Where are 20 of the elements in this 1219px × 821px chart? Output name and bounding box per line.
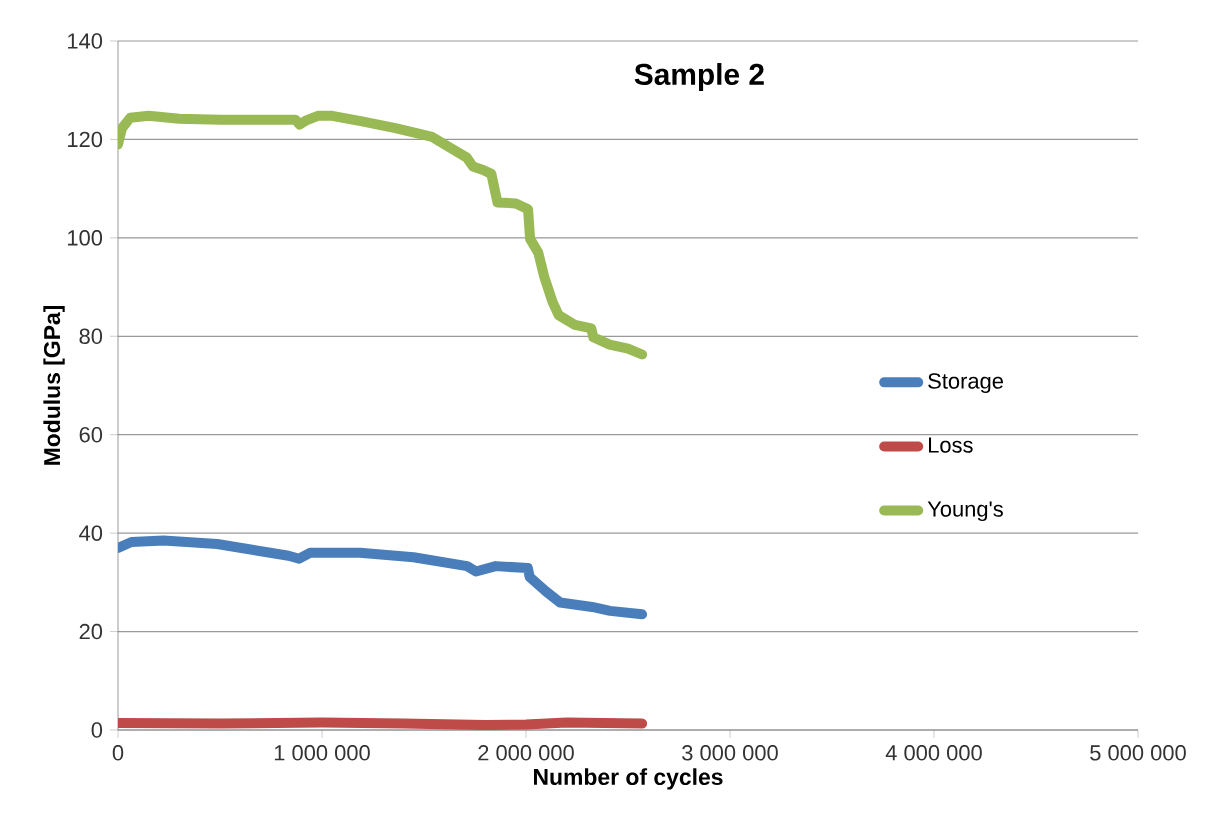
x-tick-label: 2 000 000 (478, 745, 574, 761)
y-tick-label: 0 (91, 722, 103, 738)
x-axis-title: Number of cycles (534, 768, 723, 790)
y-tick-label: 40 (79, 525, 103, 541)
x-tick-label: 1 000 000 (274, 745, 370, 761)
text: Sample 2 (634, 63, 764, 91)
legend-label: Young's (927, 501, 1003, 522)
y-tick-label: 60 (79, 426, 103, 443)
x-tick-label: 0 (112, 745, 124, 761)
y-tick-label: 20 (79, 623, 103, 640)
y-tick-label: 80 (79, 328, 103, 345)
legend-label: Loss (929, 437, 973, 453)
x-tick-label: 5 000 000 (1090, 745, 1186, 761)
x-tick-label: 3 000 000 (682, 745, 778, 761)
legend-label: Storage (928, 373, 1003, 394)
y-tick-label: 140 (68, 33, 103, 49)
x-tick-label: 4 000 000 (885, 745, 982, 761)
y-tick-label: 100 (68, 230, 103, 246)
y-axis-title: Modulus [GPa] (43, 305, 65, 465)
y-tick-label: 120 (68, 131, 103, 148)
